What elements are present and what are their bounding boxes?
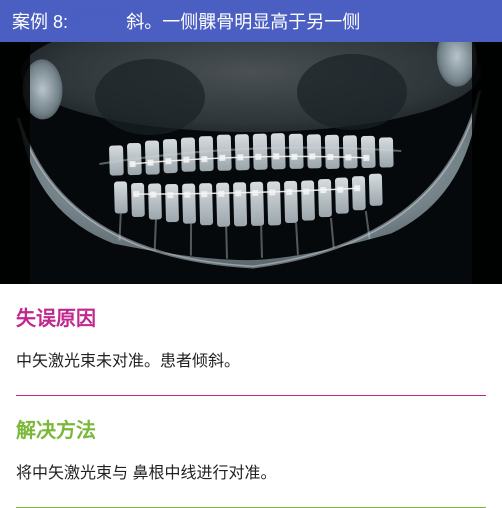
error-title: 失误原因	[16, 292, 486, 341]
case-title-suffix: 斜。一侧髁骨明显高于另一侧	[126, 8, 360, 34]
error-section: 失误原因 中矢激光束未对准。患者倾斜。	[0, 284, 502, 391]
solution-section: 解决方法 将中矢激光束与 鼻根中线进行对准。	[0, 396, 502, 503]
case-header: 案例 8: ▓▓ 斜。一侧髁骨明显高于另一侧	[0, 0, 502, 42]
header-obscured-region: ▓▓	[74, 11, 120, 32]
xray-image	[0, 42, 502, 284]
error-body: 中矢激光束未对准。患者倾斜。	[16, 341, 486, 387]
solution-body: 将中矢激光束与 鼻根中线进行对准。	[16, 453, 486, 499]
case-label: 案例 8:	[12, 8, 68, 34]
solution-title: 解决方法	[16, 404, 486, 453]
xray-svg	[0, 42, 502, 284]
